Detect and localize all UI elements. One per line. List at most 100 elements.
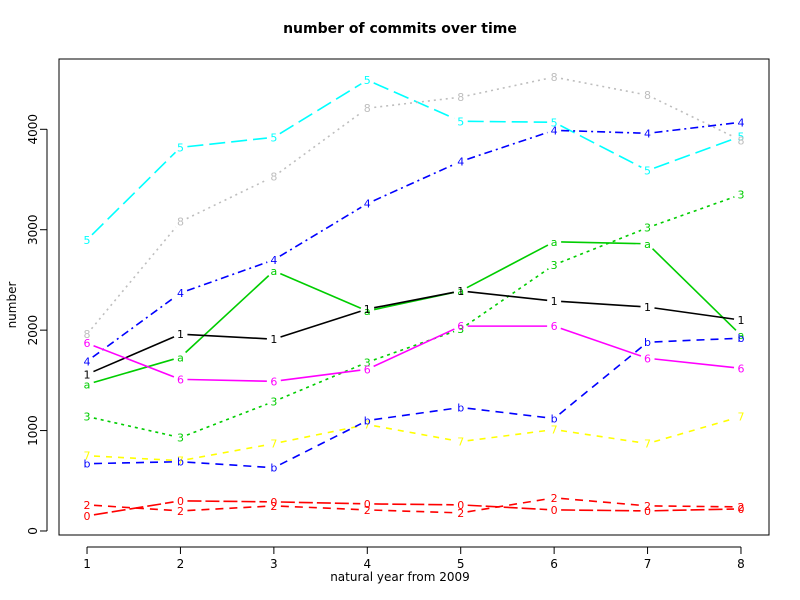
data-point-marker: b [644, 336, 651, 349]
series-segment [559, 124, 642, 168]
data-point-marker: 7 [457, 436, 464, 449]
data-point-marker: 6 [364, 363, 371, 376]
series-segment [279, 83, 362, 135]
series-segment [560, 429, 641, 444]
data-point-marker: b [364, 415, 371, 428]
y-tick-label: 3000 [26, 214, 40, 245]
data-point-marker: 5 [737, 130, 744, 143]
data-point-marker: a [84, 378, 91, 391]
series-segment [279, 111, 363, 174]
data-point-marker: 4 [644, 127, 651, 140]
data-point-marker: 1 [364, 303, 371, 316]
series-segment [467, 120, 548, 123]
data-point-marker: 4 [551, 124, 558, 137]
series-segment [560, 77, 641, 95]
series-segment [374, 407, 454, 421]
series-segment [561, 241, 641, 245]
series-segment [559, 345, 643, 415]
x-axis: 1 2 3 4 5 6 7 8 [83, 546, 745, 571]
data-point-marker: 0 [737, 503, 744, 516]
series-segment [93, 455, 174, 462]
data-point-marker: 0 [644, 505, 651, 518]
series-segment [93, 417, 174, 437]
x-tick-label: 6 [550, 557, 558, 571]
data-point-marker: b [270, 462, 277, 475]
series-segment [653, 97, 736, 139]
series-segment [654, 508, 734, 512]
data-point-marker: 0 [364, 498, 371, 511]
series-segment [467, 504, 548, 511]
data-point-marker: 0 [84, 510, 91, 523]
data-point-marker: 5 [551, 116, 558, 129]
data-point-marker: 5 [177, 141, 184, 154]
data-point-marker: b [551, 413, 558, 426]
series-segment [373, 82, 455, 120]
series-segment [280, 505, 361, 511]
data-point-marker: 5 [644, 164, 651, 177]
series-segment [280, 425, 361, 443]
series-segment [561, 300, 641, 308]
data-point-marker: 7 [84, 450, 91, 463]
y-tick-label: 2000 [26, 315, 40, 346]
series-segment [373, 328, 455, 368]
data-point-marker: 8 [737, 134, 744, 147]
series-segment [374, 503, 454, 506]
series-segment [280, 364, 362, 400]
series-segment [561, 509, 641, 512]
x-tick-label: 5 [457, 557, 465, 571]
series-segment [466, 268, 549, 326]
data-point-marker: 6 [737, 362, 744, 375]
series-segment [654, 307, 735, 320]
data-point-marker: 5 [270, 131, 277, 144]
data-point-marker: 8 [84, 328, 91, 341]
series-segment [654, 505, 734, 508]
series-segment [92, 296, 176, 358]
x-tick-label: 7 [644, 557, 652, 571]
data-point-marker: a [738, 329, 745, 342]
series-segment [654, 337, 735, 343]
series-6: 6 6 6 6 6 6 6 6 [84, 320, 745, 388]
data-point-marker: b [177, 456, 184, 469]
data-point-marker: 0 [177, 495, 184, 508]
series-segment [374, 425, 454, 442]
data-point-marker: 8 [457, 91, 464, 104]
series-segment [374, 509, 454, 514]
data-point-marker: 7 [177, 455, 184, 468]
data-point-marker: 6 [644, 352, 651, 365]
data-point-marker: 2 [177, 505, 184, 518]
series-segment [374, 291, 454, 309]
data-point-marker: 4 [270, 254, 277, 267]
data-point-marker: 2 [84, 499, 91, 512]
x-tick-label: 1 [83, 557, 91, 571]
series-b: b b b b b b b b [84, 332, 745, 475]
data-point-marker: 2 [270, 500, 277, 513]
series-segment [560, 229, 642, 264]
data-point-marker: 2 [551, 492, 558, 505]
series-segment [654, 122, 735, 134]
data-point-marker: b [737, 332, 744, 345]
series-segment [467, 429, 548, 442]
data-point-marker: 0 [551, 504, 558, 517]
series-segment [561, 497, 641, 507]
series-segment [187, 500, 267, 503]
data-point-marker: 5 [457, 115, 464, 128]
data-point-marker: 8 [551, 71, 558, 84]
x-tick-label: 8 [737, 557, 745, 571]
series-0: 0 0 0 0 0 0 0 0 [84, 495, 745, 523]
series-1: 1 1 1 1 1 1 1 1 [84, 285, 745, 381]
series-segment [187, 505, 267, 512]
data-point-marker: 3 [551, 259, 558, 272]
series-segment [467, 290, 548, 302]
data-point-marker: 0 [457, 499, 464, 512]
data-point-marker: 3 [84, 411, 91, 424]
series-segment [653, 137, 735, 169]
plot-frame [58, 58, 770, 536]
series-segment [466, 244, 549, 289]
series-2: 2 2 2 2 2 2 2 2 [84, 492, 745, 520]
x-axis-label: natural year from 2009 [330, 570, 470, 584]
series-segment [187, 444, 268, 461]
x-tick-label: 3 [270, 557, 278, 571]
series-segment [187, 137, 267, 148]
series-segment [186, 261, 268, 292]
data-point-marker: 7 [644, 438, 651, 451]
